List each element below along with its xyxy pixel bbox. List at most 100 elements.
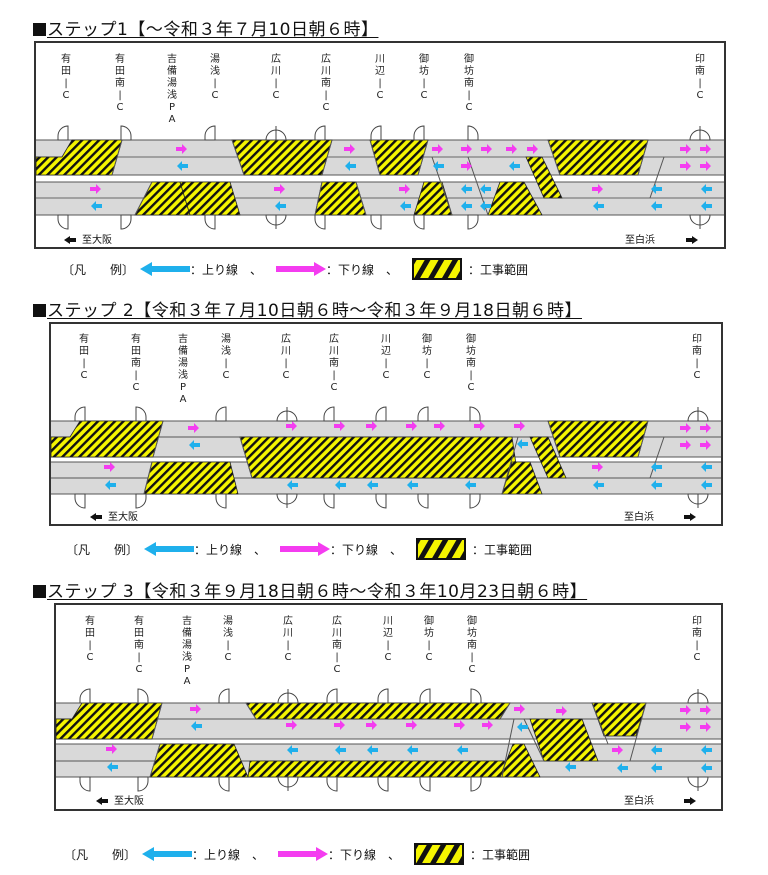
svg-text:有: 有 <box>115 52 125 65</box>
svg-text:南: 南 <box>332 638 342 651</box>
svg-text:A: A <box>169 114 176 125</box>
svg-text:田: 田 <box>115 66 125 77</box>
svg-text:浅: 浅 <box>182 650 192 663</box>
svg-text:有: 有 <box>134 614 144 627</box>
svg-text:湯: 湯 <box>182 638 192 651</box>
svg-text:田: 田 <box>134 628 144 639</box>
svg-text:南: 南 <box>321 76 331 89</box>
svg-text:C: C <box>697 90 704 101</box>
svg-text:印: 印 <box>692 333 702 345</box>
svg-text:C: C <box>285 652 292 663</box>
svg-text:C: C <box>63 90 70 101</box>
svg-text:|: | <box>118 90 121 101</box>
svg-text:有: 有 <box>85 614 95 627</box>
svg-text:C: C <box>136 664 143 675</box>
svg-text:広: 広 <box>332 614 342 627</box>
svg-text:広: 広 <box>329 332 339 345</box>
svg-text:坊: 坊 <box>464 64 474 77</box>
arrow-right-icon <box>684 513 696 521</box>
svg-text:|: | <box>384 358 387 369</box>
svg-text:|: | <box>427 640 430 651</box>
svg-text:坊: 坊 <box>467 626 477 639</box>
magenta-arrow-right-icon <box>276 262 327 276</box>
square-bullet-icon <box>33 23 46 36</box>
magenta-arrow-right-icon <box>280 542 331 556</box>
svg-text:|: | <box>64 78 67 89</box>
svg-text:|: | <box>286 640 289 651</box>
direction-shirahama: 至白浜 <box>624 510 654 523</box>
magenta-arrow-right-icon <box>278 847 329 861</box>
direction-shirahama: 至白浜 <box>625 233 655 246</box>
svg-text:|: | <box>695 358 698 369</box>
step3-legend: 〔凡 例〕 ：上り線 、 ：下り線 、 ：工事範囲 <box>64 843 544 865</box>
step3-title: ステップ 3【令和３年９月18日朝６時～令和３年10月23日朝６時】 <box>33 577 587 602</box>
svg-text:吉: 吉 <box>167 53 177 65</box>
svg-text:|: | <box>332 370 335 381</box>
svg-text:|: | <box>82 358 85 369</box>
svg-text:御: 御 <box>422 332 432 345</box>
arrow-left-icon <box>90 513 102 521</box>
svg-text:御: 御 <box>466 332 476 345</box>
svg-text:南: 南 <box>692 626 702 639</box>
svg-text:湯: 湯 <box>210 52 220 65</box>
svg-text:川: 川 <box>281 346 291 357</box>
svg-text:南: 南 <box>131 356 141 369</box>
svg-text:吉: 吉 <box>182 615 192 627</box>
svg-text:南: 南 <box>466 356 476 369</box>
arrow-right-icon <box>686 236 698 244</box>
square-bullet-icon <box>33 304 46 317</box>
svg-text:川: 川 <box>383 616 393 627</box>
svg-text:浅: 浅 <box>223 626 233 639</box>
svg-text:浅: 浅 <box>210 64 220 77</box>
svg-text:有: 有 <box>79 332 89 345</box>
svg-text:|: | <box>213 78 216 89</box>
svg-text:|: | <box>324 90 327 101</box>
svg-text:|: | <box>695 640 698 651</box>
svg-text:広: 広 <box>271 52 281 65</box>
svg-text:C: C <box>81 370 88 381</box>
cyan-arrow-left-icon <box>144 542 195 556</box>
svg-text:川: 川 <box>332 628 342 639</box>
svg-text:|: | <box>425 358 428 369</box>
svg-text:C: C <box>694 370 701 381</box>
square-bullet-icon <box>33 585 46 598</box>
step1-legend: 〔凡 例〕 ：上り線 、 ：下り線 、 ：工事範囲 <box>62 258 542 280</box>
svg-text:C: C <box>212 90 219 101</box>
svg-text:御: 御 <box>467 614 477 627</box>
svg-text:川: 川 <box>329 346 339 357</box>
svg-text:湯: 湯 <box>221 332 231 345</box>
svg-text:C: C <box>225 652 232 663</box>
svg-text:川: 川 <box>321 66 331 77</box>
svg-text:|: | <box>224 358 227 369</box>
cyan-arrow-left-icon <box>140 262 191 276</box>
direction-osaka: 至大阪 <box>108 510 138 523</box>
svg-text:C: C <box>694 652 701 663</box>
svg-text:南: 南 <box>692 344 702 357</box>
svg-text:辺: 辺 <box>375 65 385 77</box>
svg-text:|: | <box>134 370 137 381</box>
legend-construction: ：工事範囲 <box>412 258 528 280</box>
svg-text:吉: 吉 <box>178 333 188 345</box>
svg-text:南: 南 <box>467 638 477 651</box>
svg-text:|: | <box>284 358 287 369</box>
svg-text:辺: 辺 <box>383 627 393 639</box>
legend-down-line: ：下り線 、 <box>276 261 398 278</box>
construction-hatch-icon <box>412 258 463 280</box>
step2-legend: 〔凡 例〕 ：上り線 、 ：下り線 、 ：工事範囲 <box>66 538 546 560</box>
svg-text:湯: 湯 <box>167 76 177 89</box>
svg-text:御: 御 <box>464 52 474 65</box>
svg-text:C: C <box>421 90 428 101</box>
svg-text:|: | <box>226 640 229 651</box>
svg-text:浅: 浅 <box>178 368 188 381</box>
svg-text:有: 有 <box>131 332 141 345</box>
svg-text:C: C <box>87 652 94 663</box>
svg-text:|: | <box>470 652 473 663</box>
svg-text:川: 川 <box>375 54 385 65</box>
svg-text:坊: 坊 <box>424 626 434 639</box>
svg-text:|: | <box>378 78 381 89</box>
svg-text:広: 広 <box>283 614 293 627</box>
svg-text:御: 御 <box>424 614 434 627</box>
svg-text:A: A <box>180 394 187 405</box>
